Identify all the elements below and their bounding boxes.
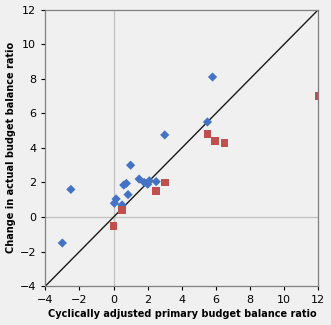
Point bbox=[205, 132, 210, 137]
Point bbox=[205, 119, 210, 124]
Point bbox=[60, 240, 65, 246]
Y-axis label: Change in actual budget balance ratio: Change in actual budget balance ratio bbox=[6, 42, 16, 254]
Point bbox=[121, 182, 126, 188]
Point bbox=[136, 176, 142, 182]
Point bbox=[147, 178, 152, 183]
Point bbox=[68, 187, 73, 192]
Point bbox=[112, 201, 117, 206]
Point bbox=[142, 180, 147, 185]
Point bbox=[119, 202, 125, 208]
Point bbox=[128, 162, 133, 168]
Point bbox=[111, 223, 116, 228]
Point bbox=[162, 132, 167, 137]
Point bbox=[114, 196, 119, 202]
Point bbox=[154, 188, 159, 194]
Point bbox=[222, 140, 227, 145]
Point bbox=[125, 192, 131, 197]
Point bbox=[210, 74, 215, 80]
X-axis label: Cyclically adjusted primary budget balance ratio: Cyclically adjusted primary budget balan… bbox=[48, 309, 316, 319]
Point bbox=[145, 182, 150, 187]
Point bbox=[119, 208, 125, 213]
Point bbox=[213, 138, 218, 144]
Point bbox=[124, 181, 129, 186]
Point bbox=[154, 179, 159, 184]
Point bbox=[162, 180, 167, 185]
Point bbox=[316, 93, 321, 98]
